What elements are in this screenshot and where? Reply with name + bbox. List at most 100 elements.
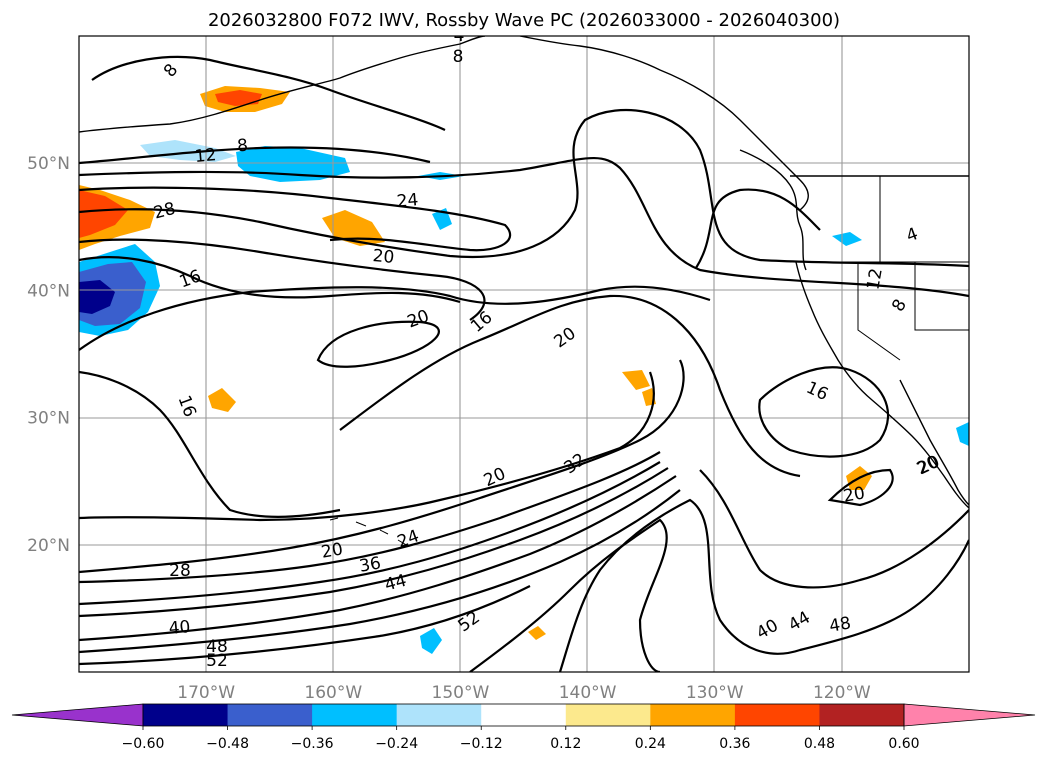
chart-title: 2026032800 F072 IWV, Rossby Wave PC (202… <box>208 10 840 31</box>
colorbar-tick-label: −0.60 <box>122 736 165 752</box>
colorbar-segment <box>565 704 651 726</box>
lat-tick-label: 30°N <box>27 409 70 429</box>
lat-tick-labels: 50°N 40°N 30°N 20°N <box>27 154 70 556</box>
contour-line <box>91 55 446 131</box>
baja-coast <box>899 379 969 506</box>
contour-line <box>339 294 801 478</box>
colorbar-segment <box>227 704 313 726</box>
contour-label: 28 <box>169 561 191 581</box>
contour-line <box>79 475 677 642</box>
contour-line <box>827 468 894 507</box>
coastlines <box>79 36 969 547</box>
lon-tick-label: 120°W <box>813 683 871 703</box>
contour-label: 12 <box>863 267 886 292</box>
contour-line <box>316 320 440 368</box>
contour-line <box>79 489 681 654</box>
negative-anomaly-core-west <box>79 280 115 314</box>
colorbar-tick-label: −0.12 <box>460 736 503 752</box>
contour-line <box>79 451 661 584</box>
colorbar-tick-label: 0.60 <box>888 736 919 752</box>
negative-anomaly-halo-north <box>140 140 236 162</box>
negative-anomaly-blob-coast-south <box>956 422 969 446</box>
contour-label: 8 <box>453 47 464 67</box>
contour-label: 48 <box>828 613 853 636</box>
colorbar-tick-label: −0.48 <box>206 736 249 752</box>
colorbar-segment <box>143 704 229 726</box>
colorbar-segment <box>396 704 482 726</box>
lat-tick-label: 40°N <box>27 281 70 301</box>
lon-tick-label: 140°W <box>559 683 617 703</box>
negative-anomaly-blob-coast <box>832 232 862 246</box>
lon-tick-label: 150°W <box>432 683 490 703</box>
contour-label: 52 <box>206 651 228 671</box>
positive-anomaly-core-west <box>79 190 128 238</box>
lat-tick-label: 20°N <box>27 536 70 556</box>
contour-label: 20 <box>320 539 345 562</box>
colorbar-extend-high <box>903 703 1036 727</box>
map-frame <box>78 35 970 673</box>
contour-line <box>79 108 969 268</box>
alaska-panhandle <box>519 36 809 211</box>
contour-label: 36 <box>358 553 383 576</box>
negative-anomaly-blob-south <box>420 628 442 654</box>
contour-line <box>699 469 969 589</box>
state-border-4 <box>857 262 901 361</box>
contour-line <box>79 359 685 574</box>
colorbar-segment <box>734 704 820 726</box>
contour-label: 20 <box>372 246 395 268</box>
contour-line <box>695 188 821 269</box>
contour-line <box>79 256 461 304</box>
lon-tick-label: 130°W <box>686 683 744 703</box>
colorbar: −0.60 −0.48 −0.36 −0.24 −0.12 0.12 0.24 0.36 0.4… <box>11 703 1036 752</box>
contour-label: 24 <box>396 190 419 212</box>
colorbar-tick-label: −0.24 <box>375 736 418 752</box>
contour-line <box>79 238 486 321</box>
contour-line <box>79 370 341 518</box>
positive-anomaly-blob-south <box>528 626 546 640</box>
contour-line <box>79 186 512 252</box>
contour-line <box>79 371 655 522</box>
lon-tick-label: 170°W <box>177 683 235 703</box>
colorbar-extend-low <box>11 703 144 727</box>
colorbar-tick-label: −0.36 <box>291 736 334 752</box>
us-west-coast <box>795 261 969 509</box>
positive-anomaly-core-aleutian <box>215 90 262 106</box>
contour-label: 8 <box>236 136 249 157</box>
colorbar-tick-label: 0.24 <box>635 736 666 752</box>
hawaii-islands <box>329 517 409 547</box>
positive-anomaly-blob-east <box>622 370 650 390</box>
iwv-contours <box>79 55 969 672</box>
contour-line <box>79 461 661 606</box>
contour-line <box>469 518 668 672</box>
colorbar-tick-label: 0.12 <box>550 736 581 752</box>
contour-label: 4 <box>454 26 465 46</box>
colorbar-segment <box>312 704 398 726</box>
colorbar-segment <box>650 704 736 726</box>
bc-coast <box>739 149 807 271</box>
colorbar-tick-label: 0.48 <box>804 736 835 752</box>
contour-label: 40 <box>168 617 191 639</box>
contour-line <box>79 585 531 666</box>
colorbar-tick-label: 0.36 <box>719 736 750 752</box>
contour-line <box>79 285 711 351</box>
lon-tick-label: 160°W <box>304 683 362 703</box>
state-border-3 <box>914 262 969 331</box>
contour-label: 48 <box>206 637 228 657</box>
positive-anomaly-blob-30n <box>208 388 236 412</box>
colorbar-segment <box>481 704 567 726</box>
contour-line <box>79 146 431 165</box>
contour-line <box>79 467 669 618</box>
contour-label: 20 <box>842 483 867 506</box>
lon-tick-labels: 170°W 160°W 150°W 140°W 130°W 120°W <box>177 683 871 703</box>
map-background <box>79 36 969 672</box>
colorbar-outline <box>142 703 905 727</box>
alaska-coast <box>79 36 486 133</box>
contour-label: 12 <box>194 145 217 167</box>
contour-line <box>758 366 890 458</box>
contour-line <box>79 157 969 298</box>
colorbar-segment <box>819 704 905 726</box>
contour-line <box>558 498 969 672</box>
lat-tick-label: 50°N <box>27 154 70 174</box>
